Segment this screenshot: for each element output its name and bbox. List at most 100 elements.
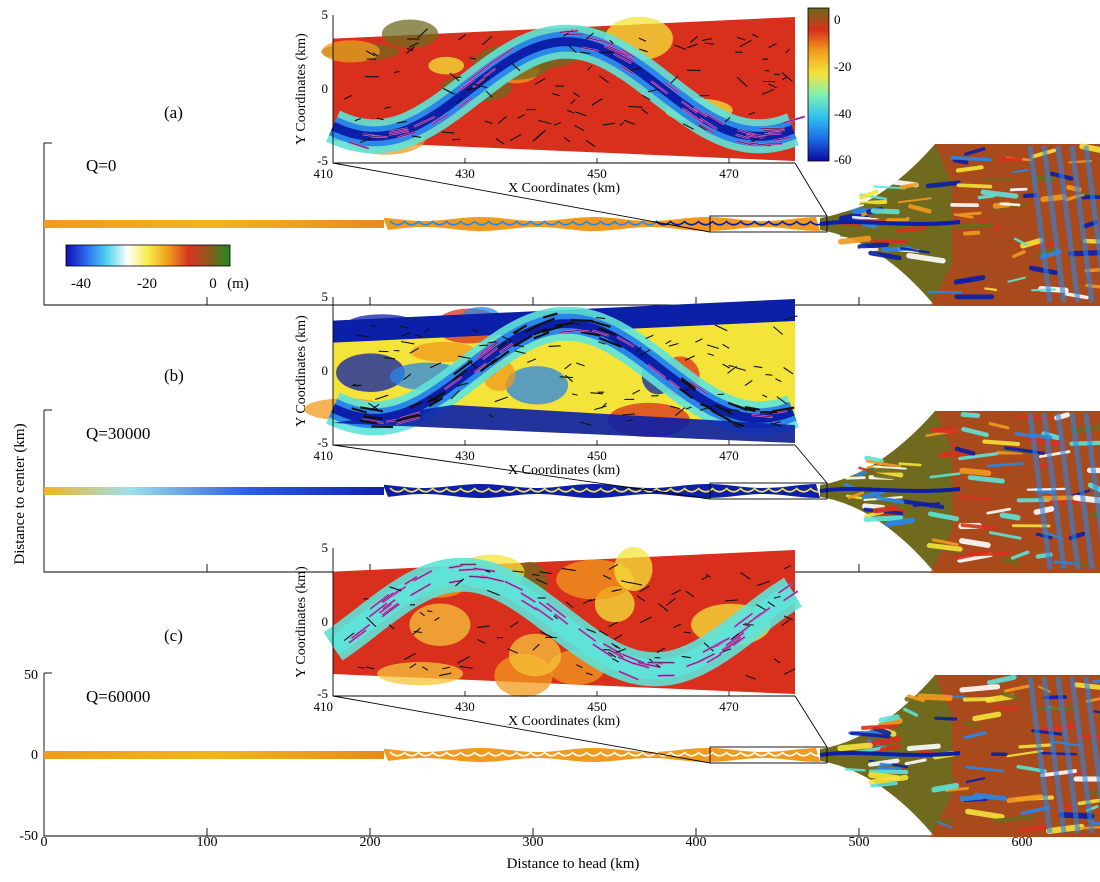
- panel-letter-b: (b): [164, 366, 184, 385]
- estuary-feature: [924, 159, 936, 160]
- main-colorbar-unit: (m): [227, 276, 249, 292]
- inset-x-tick-label: 450: [587, 699, 607, 714]
- inset-blob: [509, 634, 561, 677]
- estuary-feature: [957, 225, 992, 227]
- q-label-a: Q=0: [86, 156, 116, 175]
- main-panel-1: [44, 143, 1100, 306]
- velocity-arrow: [765, 71, 770, 72]
- estuary-feature: [900, 464, 920, 465]
- estuary-feature: [841, 239, 868, 242]
- estuary-feature: [952, 158, 989, 160]
- inset-y-tick-label: -5: [317, 686, 328, 701]
- estuary-feature: [962, 797, 982, 799]
- velocity-arrow: [549, 346, 561, 347]
- estuary-feature: [985, 289, 996, 290]
- x-tick-label: 0: [41, 835, 48, 850]
- estuary-feature: [920, 697, 949, 699]
- inset-colorbar-tick: -40: [834, 106, 851, 121]
- estuary-feature: [965, 723, 977, 726]
- estuary-feature: [959, 185, 991, 186]
- inset-x-tick-label: 430: [455, 448, 475, 463]
- estuary-feature: [962, 687, 998, 690]
- velocity-arrow: [358, 667, 364, 668]
- x-tick-label: 400: [686, 835, 707, 850]
- estuary-feature: [979, 196, 993, 198]
- velocity-arrow: [603, 650, 611, 651]
- zoom-connector: [795, 445, 827, 483]
- inset-y-tick-label: 0: [322, 81, 329, 96]
- estuary-feature: [1002, 515, 1017, 518]
- estuary-feature: [957, 280, 970, 281]
- estuary-feature: [866, 518, 900, 519]
- y-axis-label: Distance to center (km): [12, 423, 28, 564]
- velocity-arrow: [371, 426, 393, 427]
- x-tick-label: 200: [360, 835, 381, 850]
- estuary-feature: [882, 746, 898, 749]
- inset-y-tick-label: 5: [322, 7, 329, 22]
- main-panel-3: [44, 673, 1100, 837]
- q-label-c: Q=60000: [86, 687, 150, 706]
- inset-colorbar: 0 -20 -40 -60: [808, 8, 851, 167]
- estuary-feature: [862, 206, 876, 207]
- inset-x-tick-label: 470: [719, 448, 739, 463]
- estuary-feature: [863, 726, 896, 728]
- y-tick-label: 0: [31, 748, 38, 763]
- estuary-feature: [876, 508, 896, 511]
- estuary-feature: [1011, 189, 1026, 190]
- estuary-channel: [820, 753, 960, 755]
- inset-blob: [409, 603, 470, 646]
- estuary-feature: [955, 160, 966, 162]
- inset-y-tick-label: 0: [322, 363, 329, 378]
- estuary-feature: [963, 414, 978, 415]
- main-panel-2: [44, 410, 1100, 573]
- inset-y-tick-label: -5: [317, 153, 328, 168]
- estuary-feature: [888, 521, 913, 525]
- estuary-feature: [1001, 204, 1019, 205]
- x-tick-label: 500: [849, 835, 870, 850]
- x-tick-label: 100: [197, 835, 218, 850]
- velocity-arrow: [603, 52, 614, 53]
- inset-y-tick-label: 5: [322, 540, 329, 555]
- inset-x-tick-label: 430: [455, 166, 475, 181]
- inset-y-tick-label: -5: [317, 435, 328, 450]
- inset-x-axis-label: X Coordinates (km): [508, 714, 620, 729]
- main-colorbar-bar: [66, 245, 230, 266]
- inset-colorbar-bar: [808, 8, 829, 161]
- inset-x-tick-label: 450: [587, 166, 607, 181]
- x-tick-label: 600: [1012, 835, 1033, 850]
- y-tick-label: -50: [19, 829, 38, 844]
- estuary-feature: [984, 442, 1018, 444]
- estuary-feature: [1028, 489, 1065, 490]
- main-colorbar-tick: -40: [71, 276, 91, 292]
- inset-x-tick-label: 470: [719, 166, 739, 181]
- inset-y-tick-label: 0: [322, 614, 329, 629]
- estuary-feature: [902, 185, 916, 188]
- estuary-feature: [933, 430, 955, 431]
- estuary-feature: [846, 769, 865, 770]
- main-colorbar-tick: 0: [209, 276, 217, 292]
- inset-blob: [506, 366, 569, 404]
- inset-x-tick-label: 430: [455, 699, 475, 714]
- inset-y-axis-label: Y Coordinates (km): [294, 566, 309, 678]
- channel-strip: [44, 220, 384, 228]
- inset-blob: [428, 57, 464, 75]
- inset-blob: [614, 547, 652, 591]
- estuary-feature: [1041, 753, 1075, 754]
- estuary-feature: [847, 478, 865, 479]
- estuary-feature: [840, 745, 870, 748]
- inset-x-tick-label: 410: [314, 448, 334, 463]
- q-label-b: Q=30000: [86, 424, 150, 443]
- estuary-feature: [932, 821, 952, 822]
- inset-x-tick-label: 410: [314, 166, 334, 181]
- estuary-feature: [965, 699, 993, 700]
- inset-colorbar-tick: -60: [834, 152, 851, 167]
- estuary-feature: [1043, 197, 1064, 199]
- inset-y-axis-label: Y Coordinates (km): [294, 315, 309, 427]
- inset-y-tick-label: 5: [322, 289, 329, 304]
- inset-x-tick-label: 410: [314, 699, 334, 714]
- estuary-channel: [820, 222, 960, 224]
